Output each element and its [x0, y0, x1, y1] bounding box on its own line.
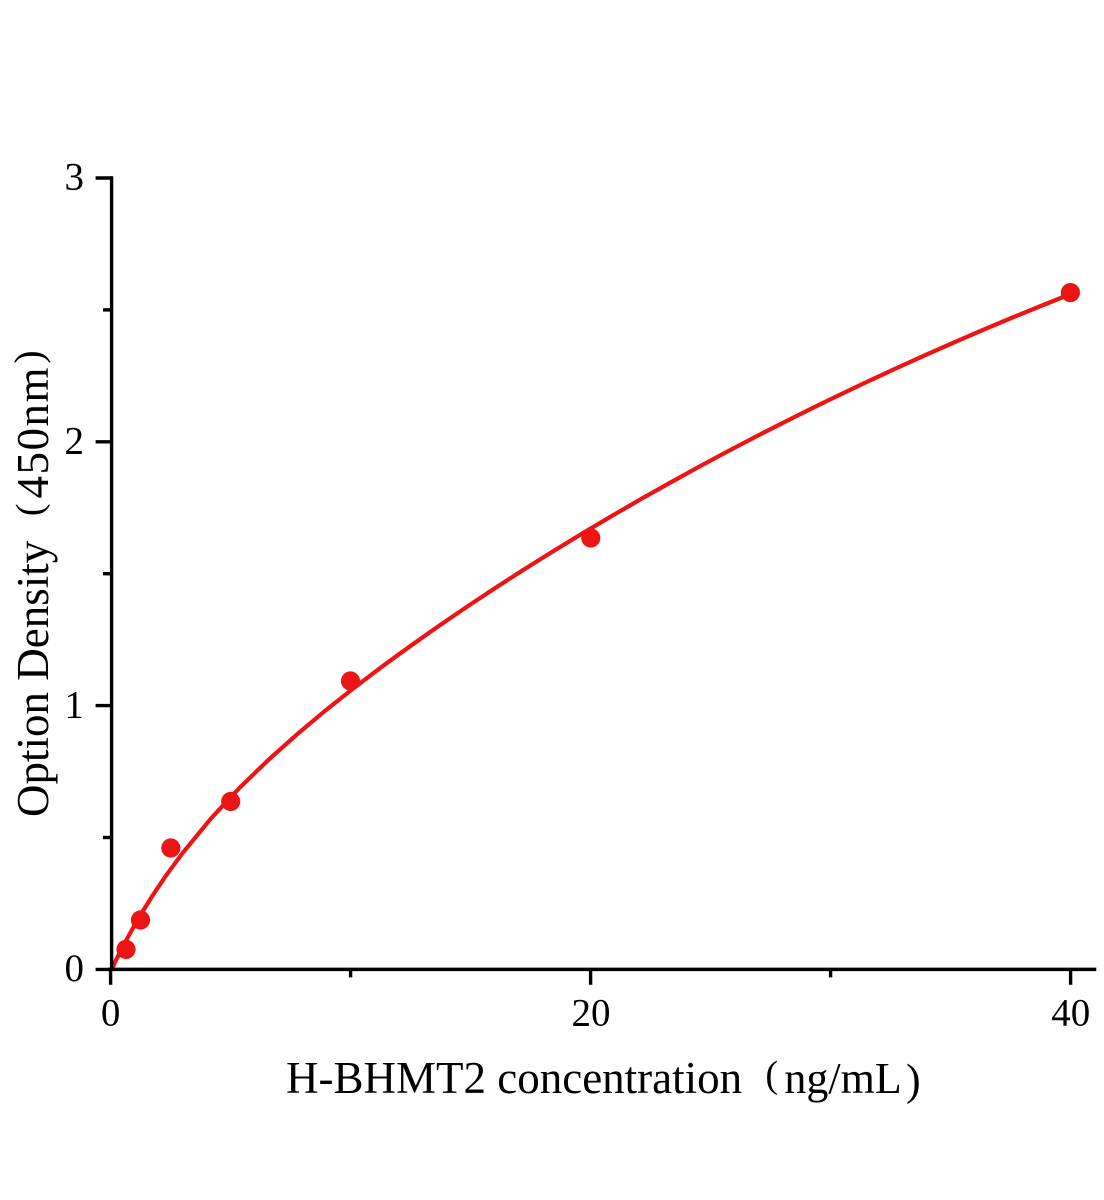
- svg-text:Option Density: Option Density: [8, 540, 58, 817]
- svg-text:0: 0: [101, 991, 121, 1034]
- svg-text:1: 1: [65, 683, 85, 726]
- svg-text:2: 2: [65, 420, 85, 463]
- svg-text:3: 3: [65, 156, 85, 199]
- svg-text:(: (: [765, 1054, 778, 1096]
- svg-text:20: 20: [572, 991, 611, 1034]
- svg-text:450nm: 450nm: [8, 366, 58, 499]
- svg-text:H-BHMT2 concentration: H-BHMT2 concentration: [286, 1053, 742, 1103]
- svg-text:): ): [6, 350, 51, 363]
- svg-text:ng/mL: ng/mL: [784, 1054, 901, 1103]
- svg-text:40: 40: [1051, 991, 1090, 1034]
- svg-text:): ): [906, 1055, 921, 1104]
- svg-text:(: (: [9, 503, 51, 516]
- svg-text:0: 0: [65, 947, 85, 990]
